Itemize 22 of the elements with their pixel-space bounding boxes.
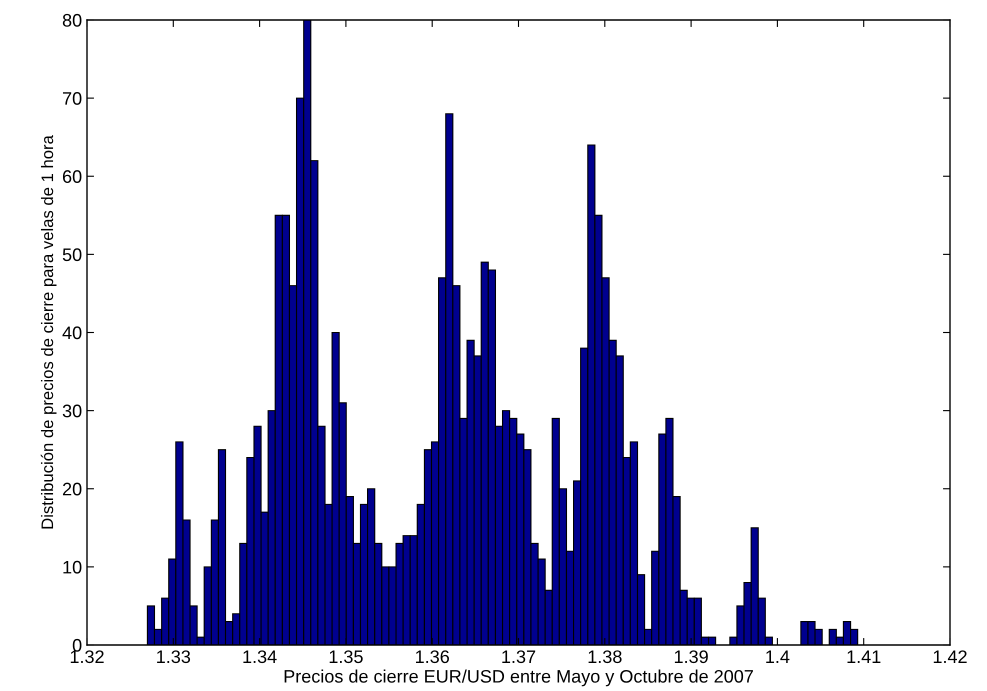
y-tick-label: 30 [62,404,82,418]
y-tick-label: 40 [62,326,82,340]
y-tick-label: 20 [62,482,82,496]
y-tick-label: 10 [63,560,82,574]
x-tick-label: 1.37 [502,650,536,664]
y-tick-label: 60 [62,170,82,183]
x-tick-label: 1.39 [674,650,708,664]
x-tick-label: 1.38 [588,650,622,664]
x-tick-label: 1.32 [70,650,104,664]
y-tick-label: 0 [72,638,82,652]
y-tick-label: 80 [62,14,82,27]
x-tick-label: 1.34 [243,650,277,664]
x-tick-label: 1.42 [934,650,967,663]
x-axis-title: Precios de cierre EUR/USD entre Mayo y Octubre de 2007 [284,669,753,686]
y-axis-title: Distribución de precios de cierre para velas de 1 hora [40,135,56,528]
x-tick-label: 1.33 [157,650,190,664]
x-tick-label: 1.36 [416,650,449,664]
x-tick-label: 1.4 [766,650,790,663]
y-tick-label: 70 [62,92,82,105]
x-tick-label: 1.41 [848,650,880,663]
x-tick-label: 1.35 [330,650,363,664]
y-tick-label: 50 [62,248,82,262]
